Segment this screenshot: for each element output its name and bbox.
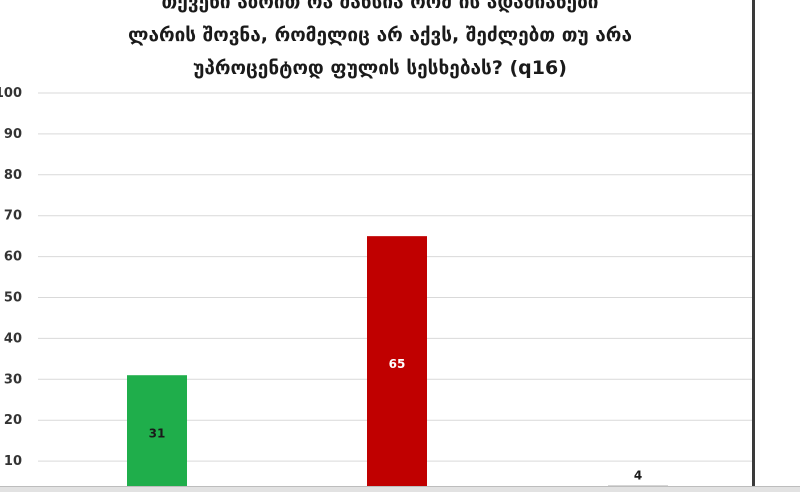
y-axis-ticks: 10 20 30 40 50 60 70 80 90 100 <box>0 86 22 469</box>
y-tick-label: 10 <box>4 454 22 469</box>
data-label: 65 <box>389 357 406 371</box>
bar <box>367 236 427 491</box>
window-edge <box>752 0 755 491</box>
y-tick-label: 20 <box>4 413 22 428</box>
y-tick-label: 80 <box>4 168 22 183</box>
chart-title-line-1: თქვენი აზრით რა შანსია რომ ის ადამიანები <box>161 0 599 13</box>
y-tick-label: 40 <box>4 331 22 346</box>
chart-title-line-3: უპროცენტოდ ფულის სესხებას? (q16) <box>193 57 567 79</box>
y-tick-label: 100 <box>0 86 22 101</box>
y-tick-label: 50 <box>4 291 22 306</box>
bar <box>127 375 187 491</box>
y-tick-label: 30 <box>4 372 22 387</box>
data-label: 4 <box>634 469 642 483</box>
chart-title: თქვენი აზრით რა შანსია რომ ის ადამიანები… <box>90 0 670 85</box>
y-tick-label: 60 <box>4 250 22 265</box>
data-label: 31 <box>149 427 166 441</box>
y-tick-label: 90 <box>4 127 22 142</box>
y-tick-label: 70 <box>4 209 22 224</box>
bars <box>127 236 668 491</box>
chart-title-line-2: ლარის შოვნა, რომელიც არ აქვს, შეძლებთ თუ… <box>128 24 632 46</box>
window-bottom-strip <box>0 486 800 492</box>
data-labels: 31 65 4 <box>149 357 643 483</box>
